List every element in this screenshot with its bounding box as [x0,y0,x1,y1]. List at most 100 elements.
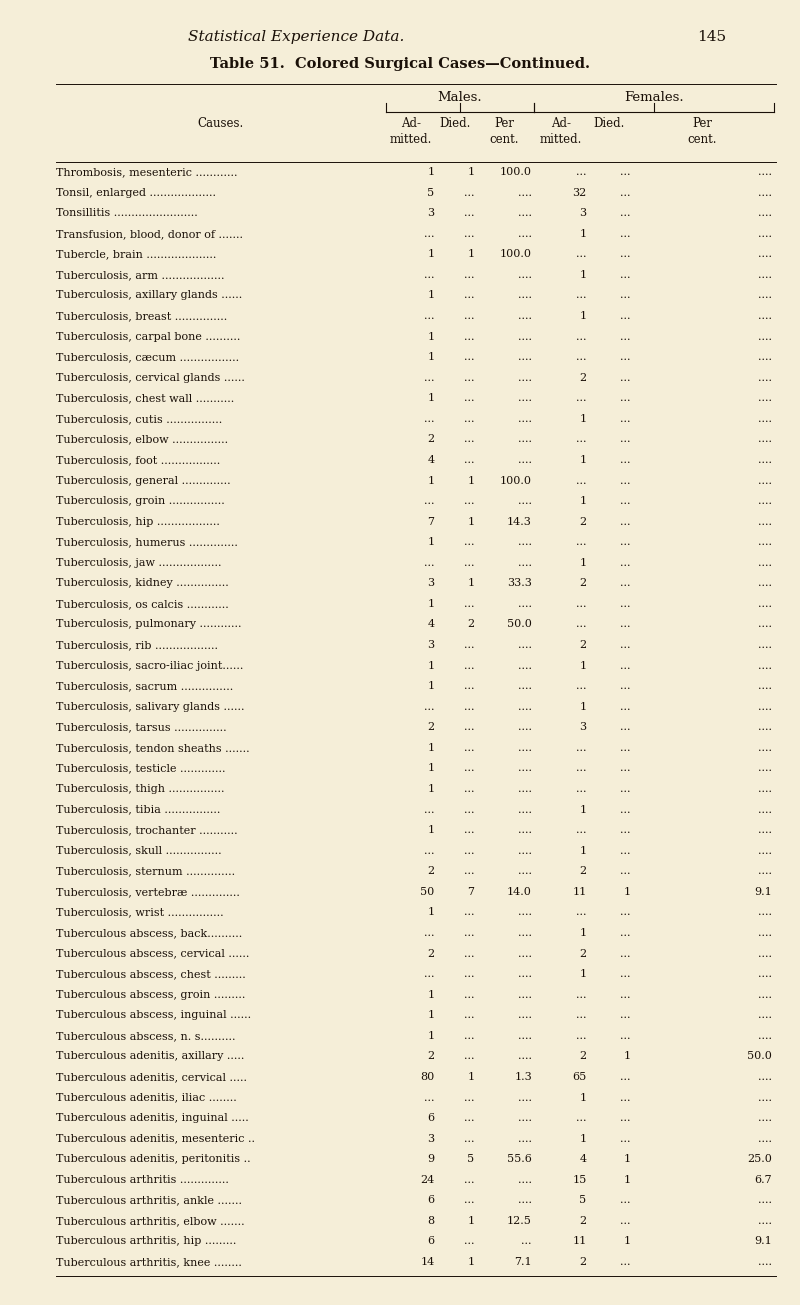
Text: ...: ... [576,1113,586,1124]
Text: Tuberculous arthritis, hip .........: Tuberculous arthritis, hip ......... [56,1236,236,1246]
Text: 1: 1 [427,1010,434,1021]
Text: 15: 15 [572,1174,586,1185]
Text: 2: 2 [579,578,586,589]
Text: ...: ... [424,270,434,279]
Text: ...: ... [464,270,474,279]
Text: ....: .... [758,475,772,485]
Text: ...: ... [424,311,434,321]
Text: Tuberculosis, cervical glands ......: Tuberculosis, cervical glands ...... [56,373,245,382]
Text: ...: ... [576,393,586,403]
Text: Tuberculous abscess, n. s..........: Tuberculous abscess, n. s.......... [56,1031,235,1041]
Text: 1: 1 [467,249,474,260]
Text: Tuberculous abscess, cervical ......: Tuberculous abscess, cervical ...... [56,949,250,959]
Text: Thrombosis, mesenteric ............: Thrombosis, mesenteric ............ [56,167,238,177]
Text: Tuberculous adenitis, inguinal .....: Tuberculous adenitis, inguinal ..... [56,1113,249,1124]
Text: 1: 1 [579,270,586,279]
Text: 2: 2 [579,1052,586,1061]
Text: 1: 1 [579,455,586,465]
Text: ....: .... [758,188,772,197]
Text: ....: .... [758,681,772,692]
Text: 1: 1 [427,167,434,177]
Text: ....: .... [758,435,772,445]
Text: ...: ... [620,599,630,609]
Text: ...: ... [464,209,474,218]
Text: ...: ... [620,475,630,485]
Text: 1: 1 [467,1216,474,1225]
Text: ....: .... [758,599,772,609]
Text: ...: ... [620,496,630,506]
Text: ...: ... [576,681,586,692]
Text: ....: .... [518,949,532,959]
Text: 1: 1 [427,784,434,793]
Text: 2: 2 [427,949,434,959]
Text: Tuberculosis, elbow ................: Tuberculosis, elbow ................ [56,435,228,445]
Text: 3: 3 [579,209,586,218]
Text: 1: 1 [427,825,434,835]
Text: Causes.: Causes. [197,117,243,130]
Text: ...: ... [620,311,630,321]
Text: ...: ... [522,1236,532,1246]
Text: Tuberculous adenitis, peritonitis ..: Tuberculous adenitis, peritonitis .. [56,1154,250,1164]
Text: 80: 80 [420,1071,434,1082]
Text: ...: ... [620,517,630,527]
Text: ...: ... [424,496,434,506]
Text: ...: ... [620,681,630,692]
Text: ...: ... [620,228,630,239]
Text: ...: ... [464,1052,474,1061]
Text: ....: .... [518,538,532,547]
Text: ....: .... [518,763,532,774]
Text: ....: .... [518,311,532,321]
Text: ...: ... [620,291,630,300]
Text: Tuberculosis, chest wall ...........: Tuberculosis, chest wall ........... [56,393,234,403]
Text: Died.: Died. [439,117,471,130]
Text: ...: ... [576,435,586,445]
Text: ...: ... [464,722,474,732]
Text: ...: ... [620,455,630,465]
Text: ...: ... [620,702,630,711]
Text: Tubercle, brain ....................: Tubercle, brain .................... [56,249,216,260]
Text: ....: .... [758,825,772,835]
Text: ....: .... [518,1195,532,1206]
Text: ...: ... [464,1236,474,1246]
Text: Died.: Died. [594,117,625,130]
Text: Tuberculous arthritis, elbow .......: Tuberculous arthritis, elbow ....... [56,1216,245,1225]
Text: 1.3: 1.3 [514,1071,532,1082]
Text: 9.1: 9.1 [754,1236,772,1246]
Text: Tuberculous arthritis ..............: Tuberculous arthritis .............. [56,1174,229,1185]
Text: ....: .... [518,393,532,403]
Text: Transfusion, blood, donor of .......: Transfusion, blood, donor of ....... [56,228,243,239]
Text: 65: 65 [572,1071,586,1082]
Text: ....: .... [758,743,772,753]
Text: Tuberculosis, cutis ................: Tuberculosis, cutis ................ [56,414,222,424]
Text: ...: ... [464,970,474,979]
Text: Per
cent.: Per cent. [490,117,518,146]
Text: 14.0: 14.0 [507,887,532,897]
Text: Tuberculous abscess, groin .........: Tuberculous abscess, groin ......... [56,989,246,1000]
Text: ...: ... [620,578,630,589]
Text: ...: ... [620,1010,630,1021]
Text: Tuberculous abscess, inguinal ......: Tuberculous abscess, inguinal ...... [56,1010,251,1021]
Text: 32: 32 [572,188,586,197]
Text: 4: 4 [427,455,434,465]
Text: ...: ... [424,557,434,568]
Text: ...: ... [464,639,474,650]
Text: 6: 6 [427,1236,434,1246]
Text: ....: .... [518,1113,532,1124]
Text: 3: 3 [427,578,434,589]
Text: 7.1: 7.1 [514,1257,532,1267]
Text: ...: ... [620,639,630,650]
Text: ...: ... [620,825,630,835]
Text: 1: 1 [579,702,586,711]
Text: ....: .... [518,373,532,382]
Text: 6: 6 [427,1195,434,1206]
Text: ...: ... [620,846,630,856]
Text: ....: .... [518,846,532,856]
Text: ....: .... [518,435,532,445]
Text: ...: ... [424,414,434,424]
Text: ....: .... [518,599,532,609]
Text: ...: ... [620,331,630,342]
Text: ...: ... [620,660,630,671]
Text: ...: ... [576,291,586,300]
Text: Tuberculosis, salivary glands ......: Tuberculosis, salivary glands ...... [56,702,245,711]
Text: ...: ... [576,743,586,753]
